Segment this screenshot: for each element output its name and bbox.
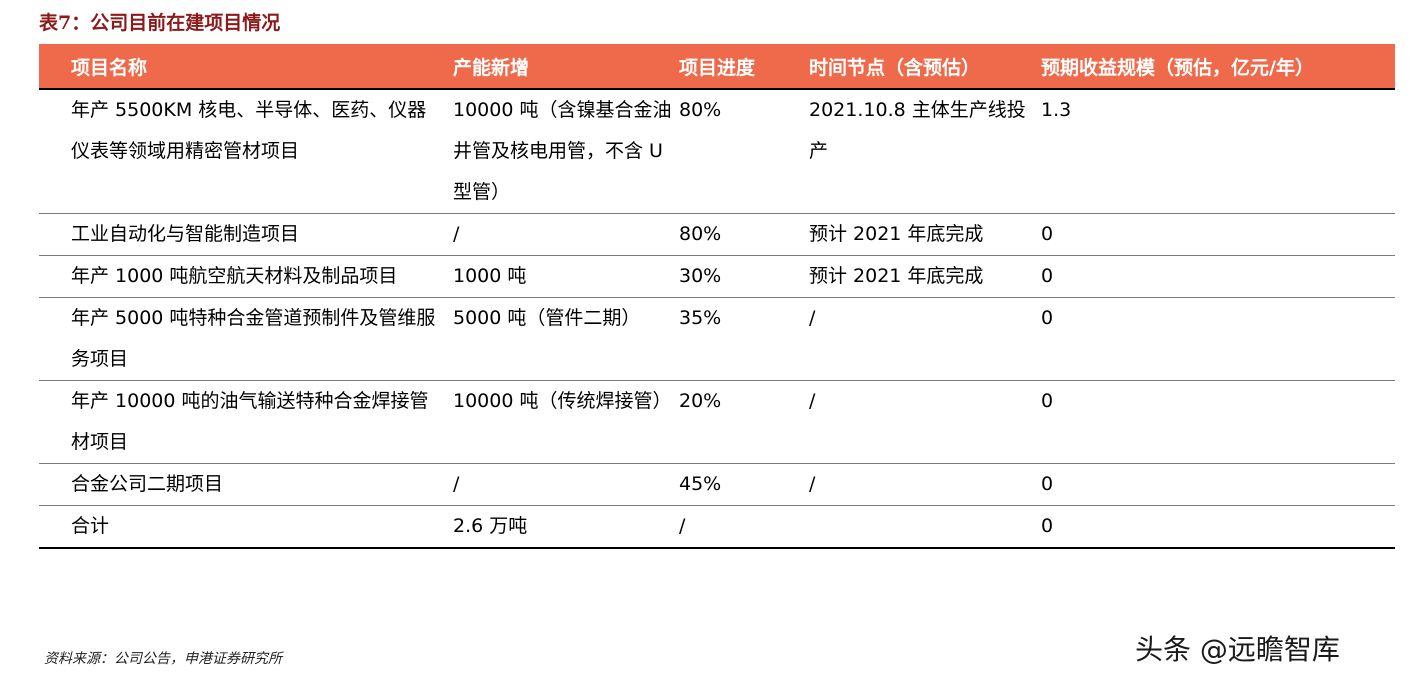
header-timeline: 时间节点（含预估） [809,44,1041,90]
cell-capacity: 10000 吨（含镍基合金油井管及核电用管，不含 U 型管） [439,89,679,214]
cell-project-name: 工业自动化与智能制造项目 [39,213,439,256]
cell-progress: 35% [679,297,809,381]
cell-project-name: 合计 [39,505,439,549]
source-note: 资料来源：公司公告，申港证券研究所 [44,651,282,667]
cell-progress: 20% [679,380,809,464]
table-header-row: 项目名称 产能新增 项目进度 时间节点（含预估） 预期收益规模（预估，亿元/年） [39,44,1395,90]
table-title: 表7：公司目前在建项目情况 [39,12,281,34]
header-project-name: 项目名称 [39,44,439,90]
cell-capacity: 2.6 万吨 [439,505,679,549]
cell-revenue: 0 [1041,380,1395,464]
cell-progress: 30% [679,255,809,298]
projects-table: 项目名称 产能新增 项目进度 时间节点（含预估） 预期收益规模（预估，亿元/年）… [39,44,1395,549]
header-capacity: 产能新增 [439,44,679,90]
cell-progress: 80% [679,89,809,214]
cell-capacity: 10000 吨（传统焊接管） [439,380,679,464]
cell-timeline [809,505,1041,549]
table-row: 年产 1000 吨航空航天材料及制品项目 1000 吨 30% 预计 2021 … [39,255,1395,298]
table-row: 工业自动化与智能制造项目 / 80% 预计 2021 年底完成 0 [39,213,1395,256]
cell-project-name: 年产 5000 吨特种合金管道预制件及管维服务项目 [39,297,439,381]
cell-progress: / [679,505,809,549]
cell-timeline: / [809,463,1041,506]
cell-project-name: 合金公司二期项目 [39,463,439,506]
cell-revenue: 0 [1041,505,1395,549]
cell-project-name: 年产 10000 吨的油气输送特种合金焊接管材项目 [39,380,439,464]
cell-project-name: 年产 5500KM 核电、半导体、医药、仪器仪表等领域用精密管材项目 [39,89,439,214]
cell-timeline: / [809,380,1041,464]
cell-revenue: 1.3 [1041,89,1395,214]
cell-progress: 45% [679,463,809,506]
table-row: 年产 10000 吨的油气输送特种合金焊接管材项目 10000 吨（传统焊接管）… [39,380,1395,464]
cell-timeline: 预计 2021 年底完成 [809,255,1041,298]
cell-revenue: 0 [1041,255,1395,298]
cell-revenue: 0 [1041,463,1395,506]
cell-capacity: 5000 吨（管件二期） [439,297,679,381]
cell-revenue: 0 [1041,297,1395,381]
cell-project-name: 年产 1000 吨航空航天材料及制品项目 [39,255,439,298]
header-expected-revenue: 预期收益规模（预估，亿元/年） [1041,44,1395,90]
table-row-total: 合计 2.6 万吨 / 0 [39,505,1395,549]
cell-timeline: / [809,297,1041,381]
watermark: 头条 @远瞻智库 [1135,633,1340,666]
table-row: 年产 5500KM 核电、半导体、医药、仪器仪表等领域用精密管材项目 10000… [39,89,1395,214]
table-row: 合金公司二期项目 / 45% / 0 [39,463,1395,506]
cell-capacity: / [439,213,679,256]
cell-revenue: 0 [1041,213,1395,256]
table-row: 年产 5000 吨特种合金管道预制件及管维服务项目 5000 吨（管件二期） 3… [39,297,1395,381]
cell-timeline: 2021.10.8 主体生产线投产 [809,89,1041,214]
cell-progress: 80% [679,213,809,256]
cell-timeline: 预计 2021 年底完成 [809,213,1041,256]
cell-capacity: / [439,463,679,506]
header-progress: 项目进度 [679,44,809,90]
cell-capacity: 1000 吨 [439,255,679,298]
